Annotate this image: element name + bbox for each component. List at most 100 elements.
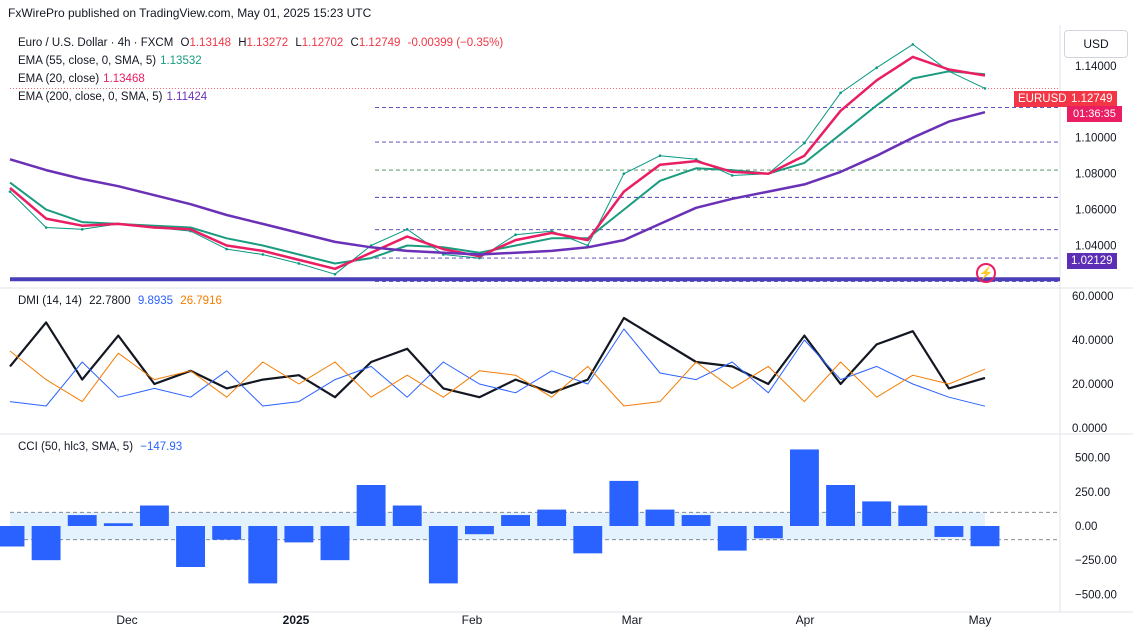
cci-label: CCI (50, hlc3, SMA, 5) — [18, 441, 134, 453]
ohlc-low: L1.12702 — [295, 37, 344, 49]
ohlc-change: -0.00399 (−0.35%) — [407, 37, 504, 49]
price-close-point — [622, 172, 626, 175]
cci-bar — [67, 515, 97, 526]
price-tick-label: 1.08000 — [1075, 169, 1117, 181]
price-tick-label: 1.10000 — [1075, 133, 1117, 145]
price-close-point — [225, 247, 228, 251]
cci-bar — [609, 480, 639, 526]
dmi-label: DMI (14, 14) — [18, 295, 82, 307]
cci-bar — [176, 526, 205, 567]
dmi-adx-line — [9, 316, 986, 399]
time-axis-label: Feb — [462, 613, 483, 627]
cci-bar — [645, 509, 675, 526]
ema55-legend[interactable]: EMA (55, close, 0, SMA, 5) 1.13532 — [18, 52, 206, 70]
cci-bar — [320, 526, 350, 561]
horizontal-levels — [10, 87, 1060, 282]
price-close-point — [44, 226, 48, 229]
price-close-point — [405, 228, 409, 231]
cci-bar — [717, 526, 747, 551]
cci-bar — [934, 526, 964, 537]
cci-tick-label: 0.00 — [1075, 521, 1097, 533]
cci-bar — [392, 505, 422, 526]
ema200-label: EMA (200, close, 0, SMA, 5) — [18, 91, 163, 103]
price-close-line — [9, 43, 986, 275]
price-close-point — [514, 233, 517, 237]
ohlc-high: H1.13272 — [238, 37, 289, 49]
symbol-tag: EURUSD — [1014, 91, 1071, 107]
level-price-tag: 1.02129 — [1067, 253, 1117, 269]
ema55-value: 1.13532 — [160, 55, 202, 67]
symbol-legend[interactable]: Euro / U.S. Dollar · 4h · FXCM O1.13148 … — [18, 34, 507, 52]
price-close-point — [803, 141, 806, 145]
dmi-tick-label: 0.0000 — [1072, 423, 1107, 435]
price-close-point — [839, 91, 842, 95]
cci-bar — [753, 526, 783, 539]
cci-bar — [681, 515, 711, 526]
cci-bar — [103, 523, 133, 526]
cci-tick-label: −500.00 — [1075, 589, 1117, 601]
cci-bar — [826, 485, 855, 526]
time-axis-label: 2025 — [283, 613, 310, 627]
cci-bar — [0, 526, 25, 547]
cci-bar — [284, 526, 314, 543]
cci-bar — [248, 526, 278, 584]
ema20-label: EMA (20, close) — [18, 73, 100, 85]
price-close-point — [730, 174, 734, 177]
dmi-pane — [9, 316, 986, 407]
cci-legend[interactable]: CCI (50, hlc3, SMA, 5) −147.93 — [18, 438, 186, 456]
time-axis-label: Mar — [622, 613, 643, 627]
price-close-point — [658, 154, 662, 158]
currency-button[interactable]: USD — [1064, 30, 1128, 58]
price-close-point — [875, 66, 878, 70]
price-close-point — [261, 253, 265, 256]
grid-layer — [0, 25, 1133, 613]
cci-band — [10, 512, 985, 540]
price-close-point — [983, 87, 987, 90]
cci-bar — [356, 485, 386, 526]
cci-bar — [898, 505, 928, 526]
cci-bar — [537, 509, 567, 526]
dmi-tick-label: 40.0000 — [1072, 335, 1114, 347]
cci-bar — [862, 501, 892, 526]
cci-bar — [573, 526, 603, 554]
price-close-point — [80, 228, 84, 231]
cci-bar — [465, 526, 494, 535]
price-close-point — [333, 272, 337, 276]
dmi-plus-line — [9, 328, 986, 407]
cci-bar — [790, 449, 819, 526]
publisher-text: FxWirePro published on TradingView.com, … — [8, 6, 372, 20]
cci-bar — [140, 505, 169, 526]
ohlc-open: O1.13148 — [180, 37, 232, 49]
dmi-minus-line — [9, 350, 986, 407]
price-close-point — [911, 43, 915, 46]
dmi-adx-value: 22.7800 — [89, 295, 131, 307]
cci-bar — [212, 526, 242, 540]
price-tick-label: 1.06000 — [1075, 205, 1117, 217]
ema200-legend[interactable]: EMA (200, close, 0, SMA, 5) 1.11424 — [18, 88, 211, 106]
price-tick-label: 1.04000 — [1075, 240, 1117, 252]
time-axis-label: Apr — [796, 613, 815, 627]
cci-tick-label: 250.00 — [1075, 487, 1110, 499]
dmi-tick-label: 60.0000 — [1072, 291, 1114, 303]
dmi-legend[interactable]: DMI (14, 14) 22.7800 9.8935 26.7916 — [18, 292, 226, 310]
ema20-value: 1.13468 — [103, 73, 145, 85]
dmi-plus-value: 9.8935 — [137, 295, 174, 307]
price-close-point — [8, 190, 12, 193]
cci-value: −147.93 — [140, 441, 183, 453]
dmi-minus-value: 26.7916 — [180, 295, 222, 307]
price-axis: 1.140001.120001.100001.080001.060001.040… — [1072, 61, 1117, 601]
time-axis-label: May — [969, 613, 992, 627]
ema200-line — [9, 110, 986, 256]
time-axis: Dec 2025 Feb Mar Apr May — [116, 613, 991, 627]
cci-bar — [428, 526, 458, 584]
ema200-value: 1.11424 — [166, 91, 208, 103]
last-price-tag: 1.12749 — [1067, 91, 1117, 107]
countdown-tag: 01:36:35 — [1067, 106, 1122, 122]
cci-bar — [31, 526, 61, 561]
lightning-alert-icon[interactable]: ⚡ — [976, 263, 996, 283]
ema20-line — [9, 55, 986, 271]
price-tick-label: 1.14000 — [1075, 61, 1117, 73]
ema20-legend[interactable]: EMA (20, close) 1.13468 — [18, 70, 149, 88]
ohlc-close: C1.12749 — [350, 37, 401, 49]
